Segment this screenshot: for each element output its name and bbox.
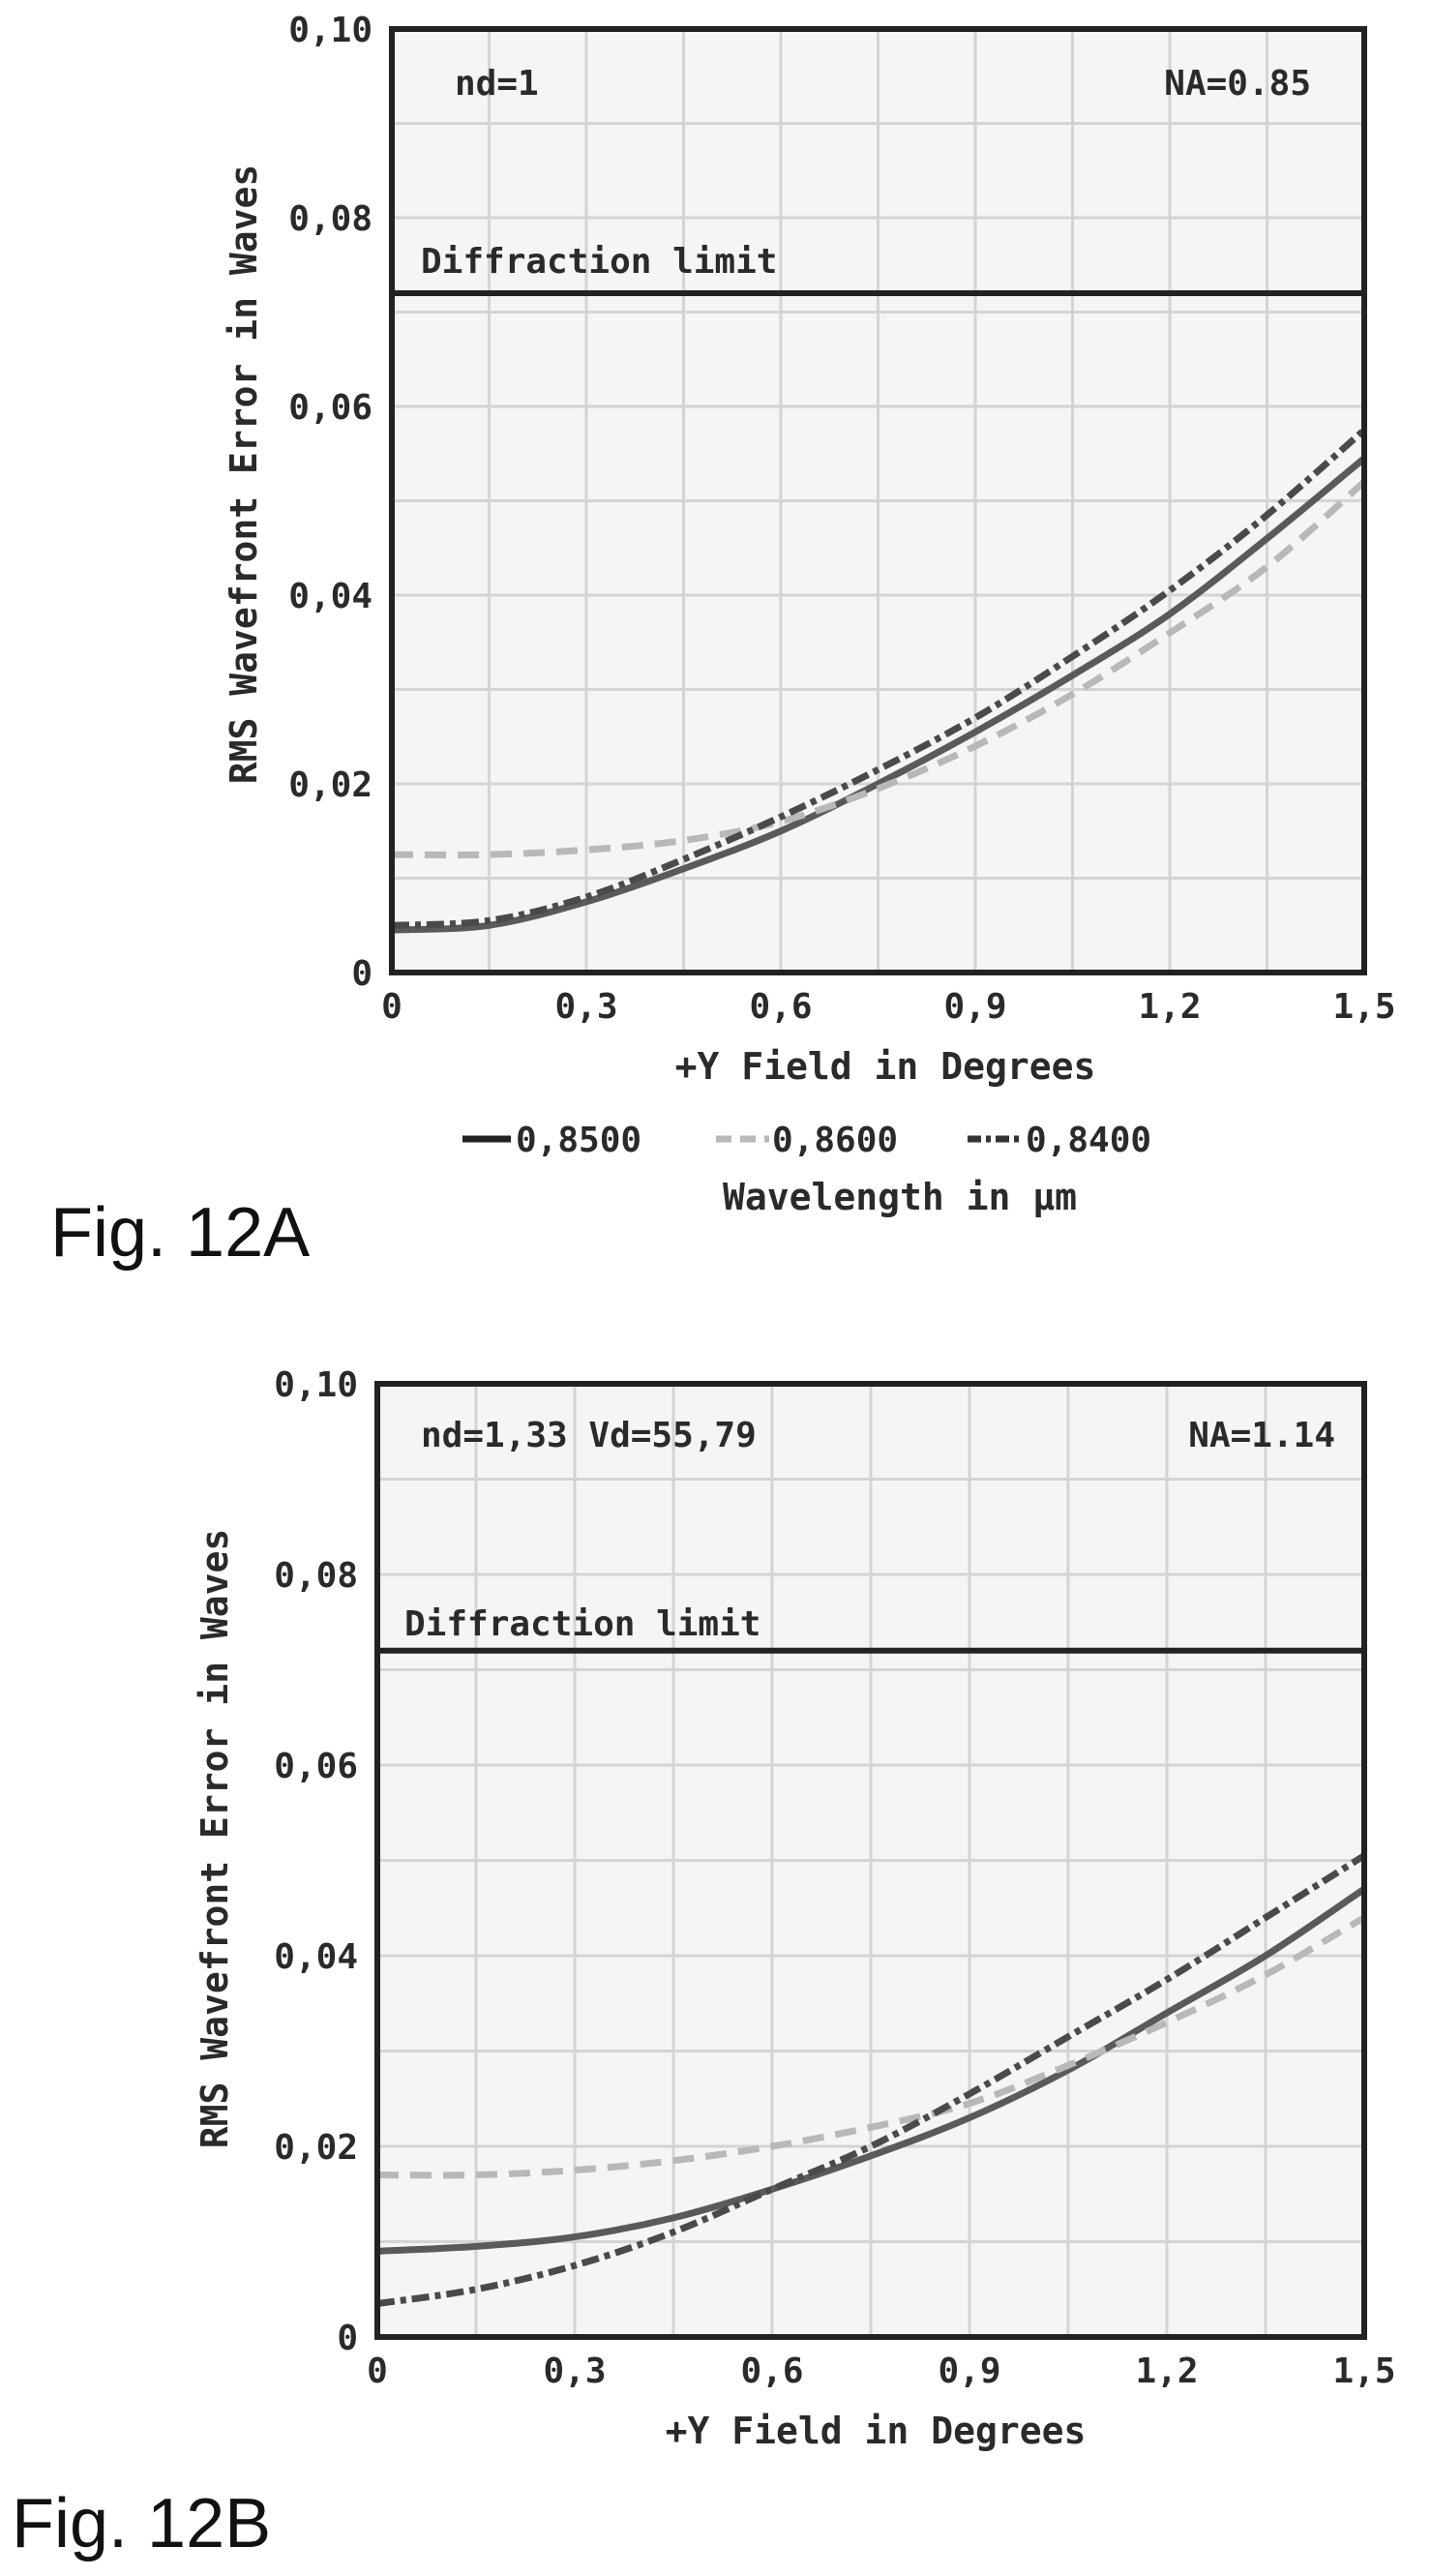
chart-12a-x-tick-label: 0,6: [749, 987, 812, 1027]
chart-12b-y-tick-label: 0,02: [274, 2128, 358, 2168]
caption-fig-12b: Fig. 12B: [12, 2485, 271, 2562]
chart-12a-y-tick-label: 0,04: [288, 577, 373, 616]
chart-12b-series-line-1: [376, 1886, 1366, 2255]
chart-12a-y-tick-label: 0,10: [288, 11, 373, 50]
chart-12a-legend: 0,8500 0,8600 0,8400 Wavelength in µm: [462, 1121, 1151, 1218]
chart-12b-series-line-3: [376, 1852, 1366, 2307]
chart-12b-y-tick-label: 0: [337, 2319, 358, 2358]
chart-12a-y-axis-label: RMS Wavefront Error in Waves: [223, 165, 265, 785]
chart-12b-x-tick-label: 0,3: [543, 2351, 606, 2391]
chart-12a: nd=1 NA=0.85 Diffraction limit 0 0,02 0,04…: [50, 11, 1396, 1272]
chart-12b-y-tick-label: 0,04: [274, 1937, 358, 1977]
chart-12a-x-tick-label: 1,2: [1138, 987, 1201, 1027]
chart-12b-x-tick-label: 1,5: [1332, 2351, 1395, 2391]
chart-12b-series-layer: [376, 1852, 1366, 2307]
chart-12b-x-tick-label: 1,2: [1135, 2351, 1198, 2391]
chart-12a-y-tick-label: 0: [351, 954, 373, 994]
chart-12a-legend-title: Wavelength in µm: [723, 1176, 1077, 1218]
chart-12a-x-tick-label: 0,3: [554, 987, 617, 1027]
chart-12a-frame: [389, 26, 1367, 975]
chart-12a-series-line-2: [391, 479, 1367, 858]
chart-12b-x-tick-label: 0,9: [938, 2351, 1000, 2391]
chart-12a-x-tick-labels: 0 0,3 0,6 0,9 1,2 1,5: [381, 987, 1395, 1027]
chart-12b-diffraction-limit-label: Diffraction limit: [404, 1604, 760, 1644]
legend-label-0-8400: 0,8400: [1026, 1121, 1151, 1160]
chart-12b-series-line-2: [376, 1914, 1366, 2179]
chart-12b-na-annotation: NA=1.14: [1188, 1416, 1335, 1455]
chart-12a-y-tick-label: 0,02: [288, 765, 373, 805]
chart-12b-y-tick-label: 0,06: [274, 1747, 358, 1786]
caption-fig-12a: Fig. 12A: [50, 1194, 310, 1272]
chart-12a-diffraction-limit-label: Diffraction limit: [421, 242, 777, 282]
chart-12b-frame: [374, 1381, 1367, 2340]
chart-12a-series-layer: [391, 427, 1367, 934]
chart-12b-y-tick-labels: 0 0,02 0,04 0,06 0,08 0,10: [274, 1365, 358, 2358]
chart-12b-x-tick-label: 0: [367, 2351, 388, 2391]
chart-12b-y-axis-label: RMS Wavefront Error in Waves: [194, 1529, 236, 2149]
chart-12b-y-tick-label: 0,10: [274, 1365, 358, 1405]
chart-12a-y-tick-label: 0,06: [288, 388, 373, 428]
chart-12b-x-tick-label: 0,6: [740, 2351, 803, 2391]
chart-12a-series-line-1: [391, 455, 1367, 934]
chart-12b-nd-vd-annotation: nd=1,33 Vd=55,79: [421, 1416, 757, 1455]
legend-label-0-8500: 0,8500: [516, 1121, 641, 1160]
chart-12b-y-tick-label: 0,08: [274, 1556, 358, 1596]
chart-12a-x-tick-label: 0,9: [943, 987, 1006, 1027]
chart-12a-x-tick-label: 0: [381, 987, 402, 1027]
chart-12b-grid: [377, 1384, 1364, 2337]
chart-12a-x-axis-label: +Y Field in Degrees: [675, 1045, 1096, 1088]
chart-12a-y-tick-labels: 0 0,02 0,04 0,06 0,08 0,10: [288, 11, 373, 994]
legend-label-0-8600: 0,8600: [772, 1121, 898, 1160]
chart-12b: nd=1,33 Vd=55,79 NA=1.14 Diffraction lim…: [12, 1365, 1396, 2562]
chart-12a-y-tick-label: 0,08: [288, 199, 373, 239]
chart-12a-grid: [392, 29, 1364, 973]
chart-12a-na-annotation: NA=0.85: [1164, 64, 1311, 104]
chart-12a-nd-annotation: nd=1: [455, 64, 539, 104]
chart-12a-x-tick-label: 1,5: [1332, 987, 1395, 1027]
chart-12a-series-line-3: [391, 427, 1367, 929]
chart-12b-x-axis-label: +Y Field in Degrees: [666, 2410, 1087, 2452]
chart-12b-x-tick-labels: 0 0,3 0,6 0,9 1,2 1,5: [367, 2351, 1395, 2391]
